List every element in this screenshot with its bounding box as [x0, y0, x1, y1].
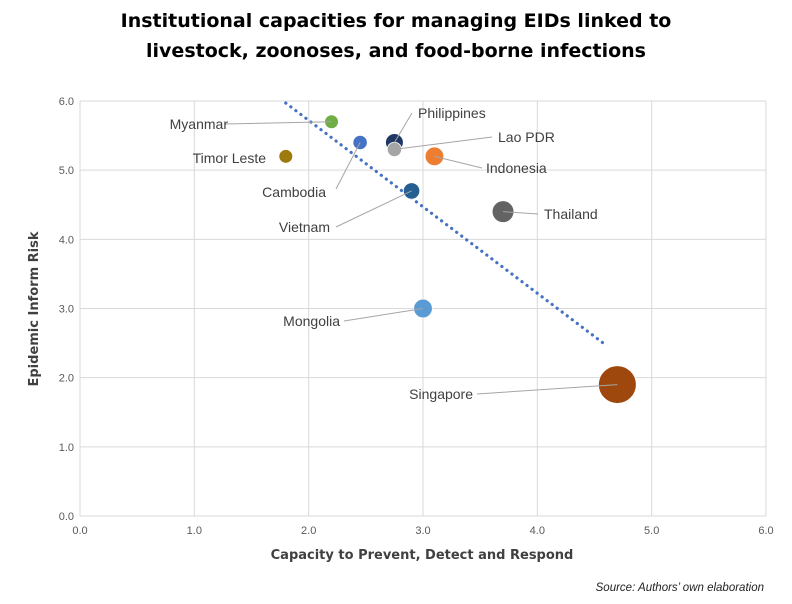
chart-title-line-2: livestock, zoonoses, and food-borne infe…	[146, 40, 646, 62]
label-singapore: Singapore	[409, 386, 473, 402]
x-tick-label: 1.0	[187, 525, 202, 537]
y-tick-label: 5.0	[59, 165, 74, 177]
leader-philippines	[393, 112, 413, 143]
x-tick-label: 2.0	[301, 525, 316, 537]
y-tick-label: 2.0	[59, 373, 74, 385]
leader-lao-pdr	[394, 136, 493, 150]
label-vietnam: Vietnam	[279, 219, 330, 235]
leader-myanmar	[224, 121, 332, 125]
y-axis-ticks: 0.0 1.0 2.0 3.0 4.0 5.0 6.0	[59, 96, 74, 523]
bubble-indonesia	[424, 146, 445, 167]
leader-thailand	[503, 211, 539, 215]
y-tick-label: 6.0	[59, 96, 74, 108]
x-tick-label: 6.0	[758, 525, 773, 537]
bubbles-layer	[278, 114, 637, 404]
chart-title: Institutional capacities for managing EI…	[0, 6, 792, 66]
leader-vietnam	[335, 190, 412, 228]
leader-mongolia	[343, 308, 424, 322]
data-labels: Myanmar Timor Leste Cambodia Lao PDR Philipp…	[170, 105, 598, 402]
label-thailand: Thailand	[544, 206, 598, 222]
label-mongolia: Mongolia	[283, 313, 340, 329]
trendline	[284, 101, 608, 347]
label-indonesia: Indonesia	[486, 160, 547, 176]
leader-indonesia	[434, 155, 483, 169]
x-axis-ticks: 0.0 1.0 2.0 3.0 4.0 5.0 6.0	[72, 525, 773, 537]
label-philippines: Philippines	[418, 105, 486, 121]
x-tick-label: 0.0	[72, 525, 87, 537]
y-tick-label: 1.0	[59, 442, 74, 454]
leader-cambodia	[335, 142, 361, 190]
label-leaders	[224, 112, 618, 395]
label-myanmar: Myanmar	[170, 116, 229, 132]
chart-title-line-1: Institutional capacities for managing EI…	[120, 10, 672, 32]
x-tick-label: 5.0	[644, 525, 659, 537]
label-timor-leste: Timor Leste	[193, 150, 267, 166]
y-tick-label: 4.0	[59, 234, 74, 246]
y-tick-label: 3.0	[59, 304, 74, 316]
y-axis-label: Epidemic Inform Risk	[27, 231, 42, 386]
bubble-timor-leste	[278, 149, 294, 164]
x-tick-label: 4.0	[530, 525, 545, 537]
label-cambodia: Cambodia	[262, 184, 326, 200]
bubble-thailand	[491, 200, 515, 223]
label-lao-pdr: Lao PDR	[498, 129, 555, 145]
x-tick-label: 3.0	[415, 525, 430, 537]
leader-singapore	[476, 384, 618, 395]
x-axis-label: Capacity to Prevent, Detect and Respond	[271, 548, 574, 563]
y-tick-label: 0.0	[59, 511, 74, 523]
trendline-layer	[284, 101, 608, 347]
source-note: Source: Authors’ own elaboration	[595, 582, 764, 594]
